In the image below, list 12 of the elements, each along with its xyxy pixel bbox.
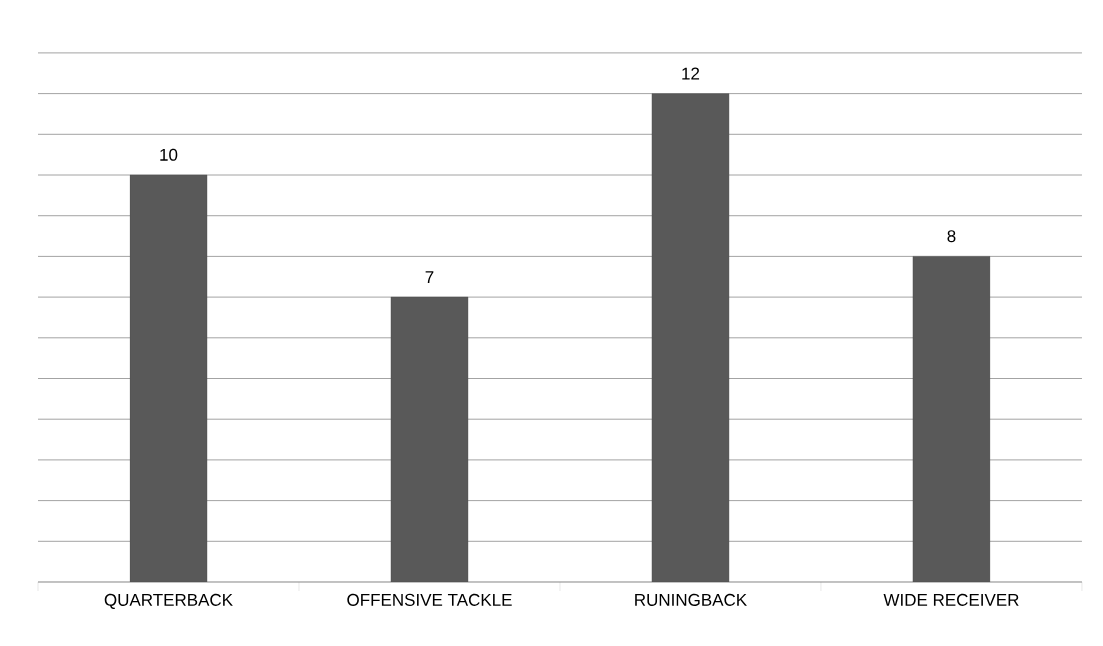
bar xyxy=(651,93,730,582)
bar xyxy=(390,296,469,582)
data-label: 12 xyxy=(682,67,700,80)
bar xyxy=(129,174,208,582)
bar xyxy=(912,256,991,582)
data-label: 10 xyxy=(160,148,178,161)
x-tick-label: OFFENSIVE TACKLE xyxy=(347,593,512,606)
data-label: 8 xyxy=(947,230,956,243)
x-tick-label: WIDE RECEIVER xyxy=(883,593,1019,606)
x-tick-label: QUARTERBACK xyxy=(104,593,233,609)
data-label: 7 xyxy=(425,271,434,283)
x-tick-label: RUNINGBACK xyxy=(635,593,747,606)
